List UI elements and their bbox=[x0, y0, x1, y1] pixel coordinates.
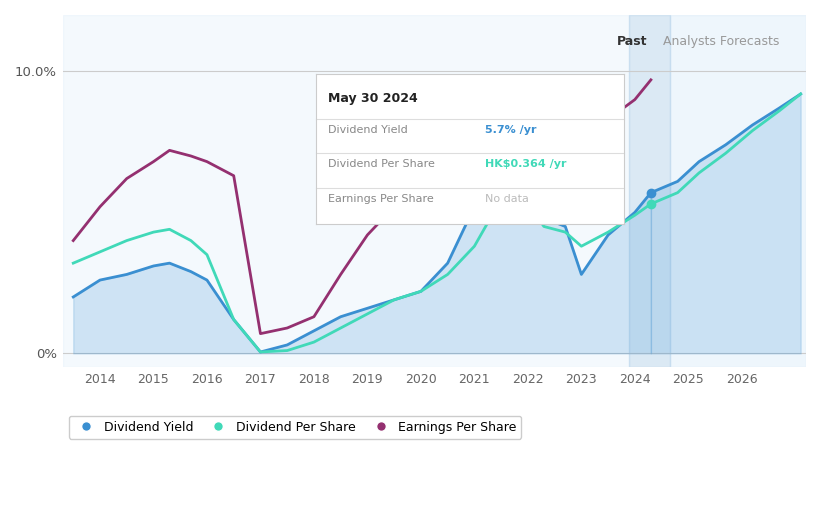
Text: HK$0.364 /yr: HK$0.364 /yr bbox=[485, 159, 567, 169]
Text: Earnings Per Share: Earnings Per Share bbox=[328, 194, 434, 204]
Text: No data: No data bbox=[485, 194, 530, 204]
Text: Dividend Per Share: Dividend Per Share bbox=[328, 159, 435, 169]
Legend: Dividend Yield, Dividend Per Share, Earnings Per Share: Dividend Yield, Dividend Per Share, Earn… bbox=[69, 416, 521, 439]
Text: Analysts Forecasts: Analysts Forecasts bbox=[663, 35, 779, 48]
Bar bbox=[62, 15, 630, 367]
Bar bbox=[630, 15, 670, 367]
Text: Dividend Yield: Dividend Yield bbox=[328, 124, 408, 135]
Text: Past: Past bbox=[617, 35, 647, 48]
Text: May 30 2024: May 30 2024 bbox=[328, 91, 418, 105]
Bar bbox=[670, 15, 806, 367]
Text: 5.7% /yr: 5.7% /yr bbox=[485, 124, 537, 135]
